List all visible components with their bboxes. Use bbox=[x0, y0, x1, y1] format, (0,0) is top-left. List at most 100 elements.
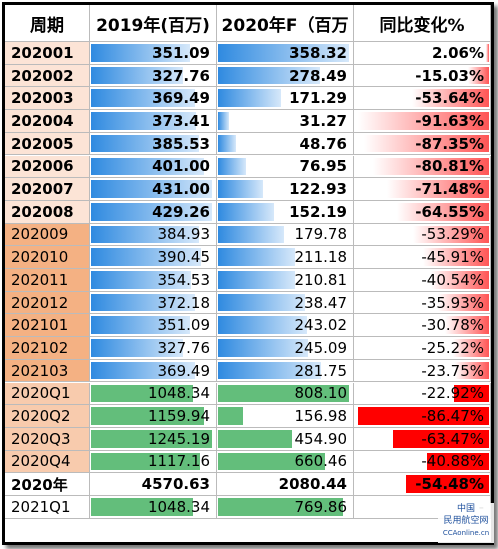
period-cell: 2021Q1 bbox=[5, 496, 90, 519]
value-text: 1048.34 bbox=[147, 384, 210, 403]
period-text: 202102 bbox=[11, 338, 69, 357]
period-cell: 202007 bbox=[5, 178, 90, 201]
value-cell: 211.18 bbox=[217, 246, 354, 269]
period-cell: 202012 bbox=[5, 291, 90, 315]
value-bar bbox=[218, 157, 247, 176]
period-cell: 202103 bbox=[5, 359, 90, 383]
value-cell: -64.55% bbox=[354, 200, 491, 224]
value-text: 210.81 bbox=[294, 270, 348, 289]
value-bar bbox=[91, 361, 195, 380]
value-cell: 2080.44 bbox=[217, 473, 354, 496]
period-text: 202012 bbox=[11, 293, 69, 312]
change-bar bbox=[431, 271, 489, 289]
value-text: -30.78% bbox=[421, 316, 484, 335]
value-text: 171.29 bbox=[289, 89, 347, 108]
value-cell: 372.18 bbox=[90, 291, 217, 315]
value-cell: 327.76 bbox=[90, 337, 217, 360]
value-text: -54.48% bbox=[415, 475, 484, 494]
value-bar bbox=[91, 498, 193, 516]
value-text: 1245.19 bbox=[147, 429, 210, 448]
value-text: 48.76 bbox=[299, 134, 347, 153]
value-text: 152.19 bbox=[289, 202, 347, 221]
change-bar bbox=[358, 112, 489, 130]
value-cell: 385.53 bbox=[90, 132, 217, 156]
value-cell: -30.78% bbox=[354, 314, 491, 338]
change-bar bbox=[486, 44, 489, 62]
value-text: -23.75% bbox=[421, 361, 484, 380]
period-text: 202004 bbox=[11, 111, 74, 130]
value-cell: 1245.19 bbox=[90, 427, 217, 451]
value-bar bbox=[218, 429, 292, 448]
header-cell: 2020年F（百万 bbox=[217, 5, 354, 42]
period-text: 2020Q4 bbox=[11, 452, 71, 471]
change-bar bbox=[467, 66, 489, 85]
value-text: 769.86 bbox=[294, 497, 348, 516]
value-cell: 156.98 bbox=[217, 405, 354, 428]
value-bar bbox=[91, 134, 200, 153]
value-cell: 1048.34 bbox=[90, 382, 217, 406]
change-bar bbox=[373, 157, 489, 176]
value-text: 245.09 bbox=[294, 338, 348, 357]
value-text: 122.93 bbox=[289, 180, 347, 199]
period-cell: 202101 bbox=[5, 314, 90, 338]
value-text: 372.18 bbox=[157, 293, 211, 312]
period-cell: 202006 bbox=[5, 155, 90, 179]
value-text: 351.09 bbox=[152, 43, 210, 62]
value-bar bbox=[91, 66, 184, 85]
value-bar bbox=[91, 339, 184, 357]
value-cell: 2.06% bbox=[354, 42, 491, 65]
value-bar bbox=[218, 271, 296, 289]
change-bar bbox=[396, 202, 489, 221]
change-bar bbox=[452, 339, 489, 357]
value-cell: 429.26 bbox=[90, 200, 217, 224]
value-text: -53.29% bbox=[421, 225, 484, 244]
header-cell: 周期 bbox=[5, 5, 90, 42]
value-cell: 210.81 bbox=[217, 269, 354, 292]
value-text: 351.09 bbox=[157, 316, 211, 335]
value-cell: 373.41 bbox=[90, 110, 217, 133]
wm-line: 中国 bbox=[456, 504, 475, 514]
value-cell: 171.29 bbox=[217, 87, 354, 111]
value-cell: 76.95 bbox=[217, 155, 354, 179]
value-text: 390.45 bbox=[157, 248, 211, 267]
value-text: 76.95 bbox=[299, 157, 347, 176]
value-cell: 369.49 bbox=[90, 87, 217, 111]
value-cell: -91.63% bbox=[354, 110, 491, 133]
value-bar bbox=[218, 44, 349, 62]
period-text: 2020Q2 bbox=[11, 407, 71, 426]
header-cell: 同比变化% bbox=[354, 5, 491, 42]
value-cell: 278.49 bbox=[217, 64, 354, 88]
value-cell: 243.02 bbox=[217, 314, 354, 338]
value-cell: 431.00 bbox=[90, 178, 217, 201]
period-text: 202101 bbox=[11, 316, 69, 335]
value-cell: 31.27 bbox=[217, 110, 354, 133]
value-cell: -53.29% bbox=[354, 223, 491, 247]
value-bar bbox=[91, 180, 212, 198]
period-cell: 202010 bbox=[5, 246, 90, 269]
value-bar bbox=[91, 225, 200, 244]
value-text: -63.47% bbox=[421, 429, 484, 448]
value-text: 1048.34 bbox=[147, 497, 210, 516]
change-bar bbox=[406, 475, 489, 493]
period-cell: 2020Q4 bbox=[5, 450, 90, 474]
value-cell: 122.93 bbox=[217, 178, 354, 201]
value-text: 369.49 bbox=[157, 361, 211, 380]
period-text: 202007 bbox=[11, 180, 74, 199]
period-text: 202011 bbox=[11, 270, 69, 289]
period-text: 202008 bbox=[11, 202, 74, 221]
value-text: 281.75 bbox=[294, 361, 348, 380]
value-text: -45.91% bbox=[421, 248, 484, 267]
change-bar bbox=[412, 225, 489, 244]
value-bar bbox=[218, 89, 281, 108]
change-bar bbox=[358, 407, 489, 425]
value-text: 1159.94 bbox=[147, 407, 210, 426]
value-cell: 238.47 bbox=[217, 291, 354, 315]
value-text: 401.00 bbox=[152, 157, 210, 176]
value-bar bbox=[218, 339, 308, 357]
value-cell: 327.76 bbox=[90, 64, 217, 88]
value-text: 660.46 bbox=[294, 452, 348, 471]
value-text: -91.63% bbox=[415, 111, 484, 130]
value-bar bbox=[218, 225, 284, 244]
change-bar bbox=[392, 429, 489, 448]
value-cell: 369.49 bbox=[90, 359, 217, 383]
